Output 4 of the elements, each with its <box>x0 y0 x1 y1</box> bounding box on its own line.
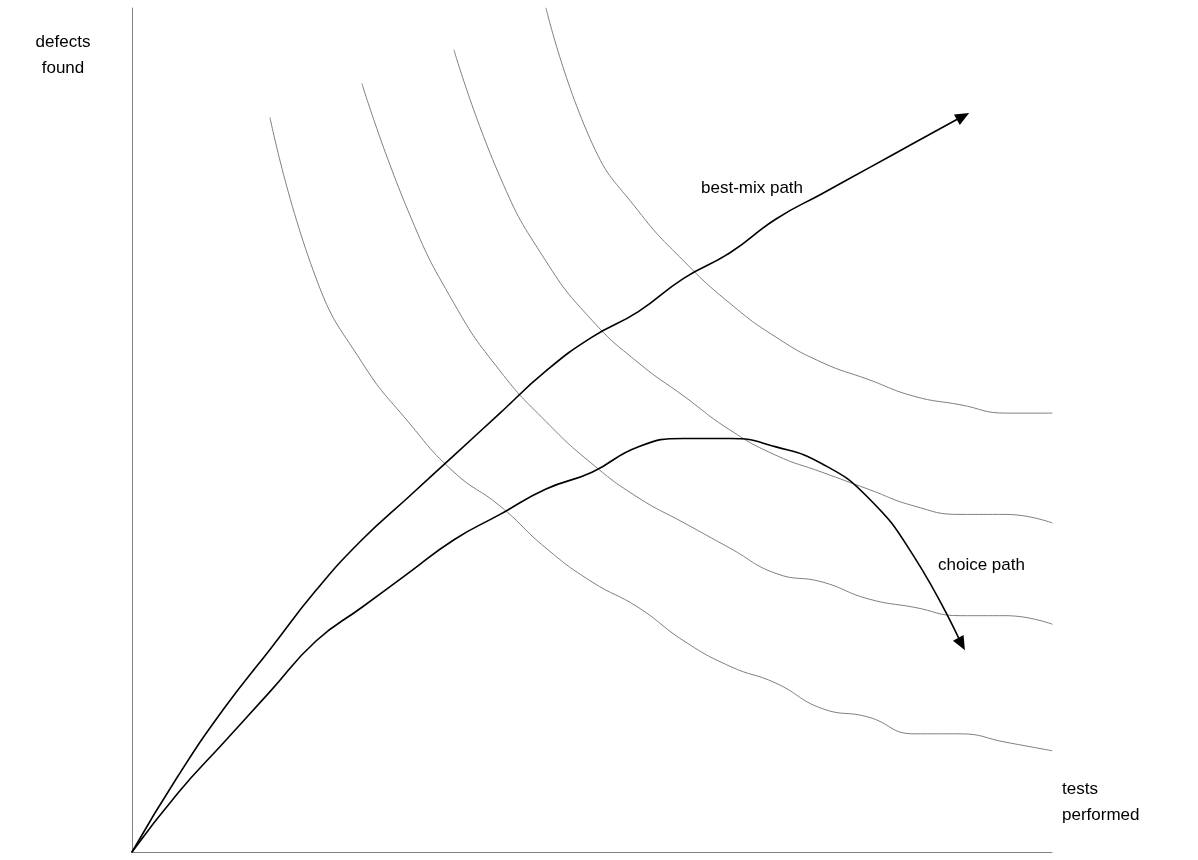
x-axis-title: tests performed <box>1062 778 1140 824</box>
series-label: choice path <box>938 555 1025 574</box>
y-axis-title: defects found <box>35 31 91 77</box>
series-label: best-mix path <box>701 178 804 197</box>
